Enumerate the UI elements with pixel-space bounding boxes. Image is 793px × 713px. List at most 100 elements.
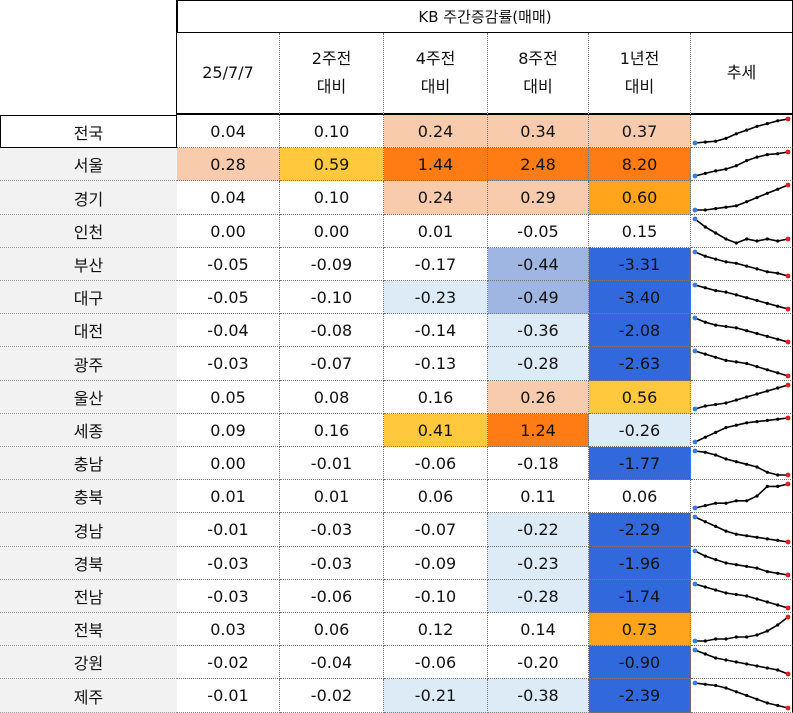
sparkline-point [776,119,780,123]
sparkline-point [703,639,707,643]
sparkline-point [703,286,707,290]
sparkline-point [714,257,718,261]
sparkline-end-point [785,472,791,478]
sparkline-point [745,329,749,333]
value-cell: 0.15 [589,215,691,248]
sparkline-point [765,418,769,422]
trend-sparkline [691,215,793,248]
sparkline-point [734,164,738,168]
sparkline-point [765,389,769,393]
value-cell: -0.36 [488,314,589,347]
sparkline-point [755,155,759,159]
column-header-line1: 4주전 [415,49,456,68]
value-cell: -0.08 [280,314,384,347]
value-cell: 0.37 [589,115,691,148]
sparkline-start-point [692,448,698,454]
value-cell: -1.74 [589,580,691,613]
value-cell: -0.18 [488,447,589,480]
sparkline-start-point [692,406,698,412]
column-header: 추세 [691,33,793,115]
value-cell: -2.08 [589,314,691,347]
sparkline-point [765,153,769,157]
sparkline-point [776,603,780,607]
value-cell: -0.03 [280,513,384,547]
value-cell: -0.03 [177,580,280,613]
sparkline-point [734,532,738,536]
sparkline-point [714,402,718,407]
sparkline-point [745,159,749,163]
sparkline-point [714,501,718,505]
sparkline-point [776,668,780,672]
sparkline-point [724,324,728,329]
value-cell: -1.96 [589,547,691,580]
trend-sparkline [691,447,793,480]
sparkline-point [734,261,738,265]
sparkline-point [703,450,707,454]
sparkline-point [776,571,780,575]
trend-sparkline [691,646,793,679]
region-label: 서울 [0,148,177,181]
sparkline-point [745,693,749,698]
sparkline-line [694,417,789,443]
value-cell: -0.07 [280,347,384,381]
sparkline-start-point [692,680,698,686]
sparkline-point [714,355,718,359]
sparkline-point [734,499,738,503]
value-cell: -0.28 [488,580,589,613]
sparkline-point [776,623,780,627]
sparkline-start-point [692,647,698,653]
value-cell: -0.04 [280,646,384,679]
region-label: 전국 [0,115,177,148]
sparkline-point [724,167,728,171]
column-header-line1: 1년전 [619,49,660,68]
value-cell: -0.05 [488,215,589,248]
sparkline-line [694,649,789,675]
value-cell: 0.24 [384,115,488,148]
column-header-line1: 추세 [726,63,757,82]
sparkline-point [755,566,759,570]
sparkline-end-point [785,605,791,611]
trend-sparkline [691,414,793,447]
sparkline-point [776,484,780,488]
sparkline-line [694,118,789,144]
trend-sparkline [691,347,793,381]
sparkline-point [703,171,707,175]
sparkline-point [755,365,759,369]
sparkline-point [776,473,780,477]
value-cell: 0.26 [488,381,589,414]
value-cell: -0.05 [177,281,280,314]
sparkline-point [745,200,749,204]
region-label: 인천 [0,215,177,248]
value-cell: -0.01 [280,447,384,480]
value-cell: -0.06 [280,580,384,613]
sparkline-line [694,218,789,244]
sparkline-svg [692,647,791,677]
sparkline-point [745,635,749,639]
region-label: 전북 [0,613,177,646]
value-cell: 0.16 [384,381,488,414]
sparkline-start-point [692,505,698,511]
sparkline-point [776,239,780,243]
value-cell: -0.02 [177,646,280,679]
value-cell: -0.06 [384,447,488,480]
sparkline-point [703,585,707,589]
region-label: 대구 [0,281,177,314]
column-header-line2: 대비 [420,77,451,96]
value-cell: -0.23 [488,547,589,580]
value-cell: 0.29 [488,181,589,215]
value-cell: 0.11 [488,480,589,513]
value-cell: -0.09 [384,547,488,580]
value-cell: 0.73 [589,613,691,646]
value-cell: 8.20 [589,148,691,181]
value-cell: -0.03 [280,547,384,580]
sparkline-end-point [785,339,791,345]
sparkline-point [703,520,707,524]
sparkline-point [776,538,780,542]
sparkline-point [734,592,738,597]
sparkline-point [776,703,780,708]
sparkline-point [755,420,759,424]
column-header: 1년전 대비 [589,33,691,115]
value-cell: 0.14 [488,613,589,646]
value-cell: 0.34 [488,115,589,148]
